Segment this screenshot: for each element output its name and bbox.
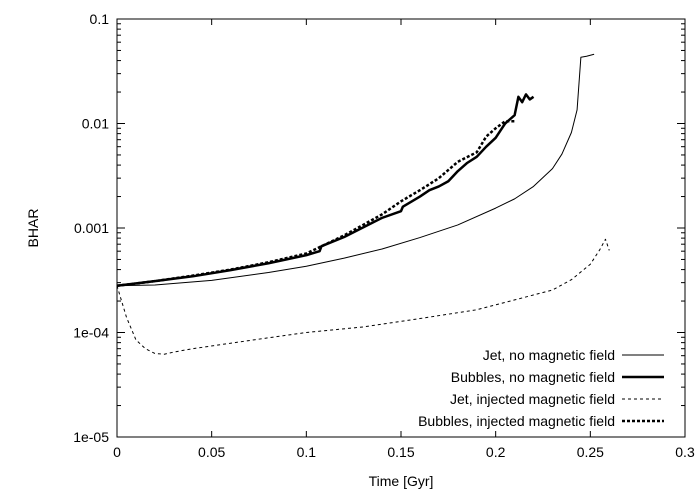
y-tick-label: 1e-04 [73,325,109,341]
y-tick-label: 0.1 [90,11,110,27]
series-line-2 [116,93,535,288]
x-tick-label: 0.2 [486,444,506,460]
x-tick-label: 0.3 [675,444,695,460]
x-axis-label: Time [Gyr] [369,473,434,489]
series-line-1 [116,53,595,287]
y-axis-ticks: 1e-05 1e-04 0.001 0.01 0.1 [73,11,685,445]
legend-label-4: Bubbles, injected magnetic field [418,413,615,429]
y-axis-label: BHAR [25,209,41,248]
x-tick-label: 0.1 [297,444,317,460]
legend-label-3: Jet, injected magnetic field [450,391,615,407]
y-tick-label: 0.01 [82,116,109,132]
series-line-3 [116,238,610,355]
x-tick-label: 0.25 [577,444,604,460]
x-tick-label: 0.05 [198,444,225,460]
y-tick-label: 0.001 [74,220,109,236]
legend: Jet, no magnetic field Bubbles, no magnet… [418,347,664,429]
legend-label-1: Jet, no magnetic field [483,347,615,363]
y-tick-label: 1e-05 [73,429,109,445]
series-layer [116,53,610,355]
x-tick-label: 0 [113,444,121,460]
series-line-4 [116,120,515,288]
legend-label-2: Bubbles, no magnetic field [451,369,615,385]
x-tick-label: 0.15 [387,444,414,460]
x-axis-ticks: 0 0.05 0.1 0.15 0.2 0.25 0.3 [113,19,695,460]
